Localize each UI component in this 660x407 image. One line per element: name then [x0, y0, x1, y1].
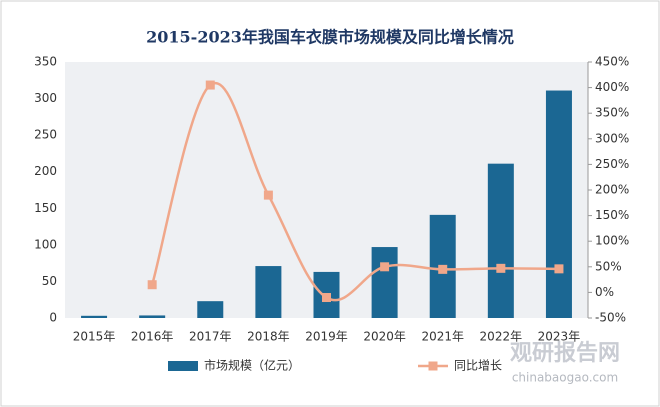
x-tick-label: 2020年	[363, 330, 406, 344]
y2-tick-label: 300%	[595, 131, 629, 145]
y2-tick-label: 100%	[595, 234, 629, 248]
legend-swatch	[428, 361, 438, 371]
y2-tick-label: 200%	[595, 183, 629, 197]
y2-tick-label: 350%	[595, 106, 629, 120]
legend-label: 市场规模（亿元）	[204, 358, 300, 373]
x-tick-label: 2021年	[421, 330, 464, 344]
y-tick-label: 300	[34, 91, 57, 105]
x-tick-label: 2016年	[131, 330, 174, 344]
y2-tick-label: 400%	[595, 80, 629, 94]
bar	[487, 163, 514, 318]
y-tick-label: 250	[34, 128, 57, 142]
x-tick-label: 2019年	[305, 330, 348, 344]
bar	[139, 315, 166, 318]
line-marker	[554, 264, 564, 274]
chart-title: 2015-2023年我国车衣膜市场规模及同比增长情况	[146, 28, 514, 47]
line-marker	[205, 80, 215, 90]
line-marker	[147, 280, 157, 290]
y2-tick-label: 50%	[595, 259, 622, 273]
y-tick-label: 100	[34, 237, 57, 251]
watermark-url: chinabaogao.com	[512, 371, 618, 385]
line-marker	[263, 190, 273, 200]
bar	[197, 301, 224, 318]
x-tick-label: 2015年	[73, 330, 116, 344]
y2-tick-label: 0%	[595, 285, 614, 299]
x-tick-label: 2018年	[247, 330, 290, 344]
line-marker	[438, 264, 448, 274]
line-marker	[496, 263, 506, 273]
line	[150, 81, 559, 302]
y-tick-label: 350	[34, 55, 57, 69]
y-tick-label: 0	[49, 311, 57, 325]
legend-swatch	[168, 361, 198, 371]
x-tick-label: 2023年	[538, 330, 581, 344]
y2-tick-label: 250%	[595, 157, 629, 171]
y-tick-label: 200	[34, 164, 57, 178]
y2-tick-label: 450%	[595, 55, 629, 69]
x-tick-label: 2017年	[189, 330, 232, 344]
watermark: 观研报告网	[510, 341, 620, 366]
y-tick-label: 150	[34, 201, 57, 215]
bar	[545, 90, 572, 318]
legend-label: 同比增长	[454, 359, 502, 373]
line-marker	[380, 262, 390, 272]
bar	[255, 266, 282, 318]
bar	[371, 247, 398, 318]
y2-tick-label: -50%	[595, 311, 626, 325]
line-marker	[322, 293, 331, 303]
y-tick-label: 50	[42, 274, 57, 288]
y2-tick-label: 150%	[595, 208, 629, 222]
x-tick-label: 2022年	[480, 330, 523, 344]
bar	[81, 315, 108, 318]
